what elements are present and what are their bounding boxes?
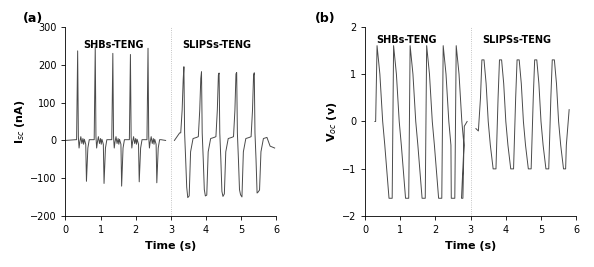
Text: SHBs-TENG: SHBs-TENG [377, 35, 437, 45]
Text: (a): (a) [23, 11, 43, 25]
X-axis label: Time (s): Time (s) [445, 241, 496, 251]
Y-axis label: I$_{sc}$ (nA): I$_{sc}$ (nA) [13, 99, 27, 144]
X-axis label: Time (s): Time (s) [146, 241, 197, 251]
Text: SLIPSs-TENG: SLIPSs-TENG [482, 35, 551, 45]
Y-axis label: V$_{oc}$ (v): V$_{oc}$ (v) [325, 101, 339, 142]
Text: SHBs-TENG: SHBs-TENG [83, 40, 143, 50]
Text: SLIPSs-TENG: SLIPSs-TENG [182, 40, 251, 50]
Text: (b): (b) [314, 11, 335, 25]
